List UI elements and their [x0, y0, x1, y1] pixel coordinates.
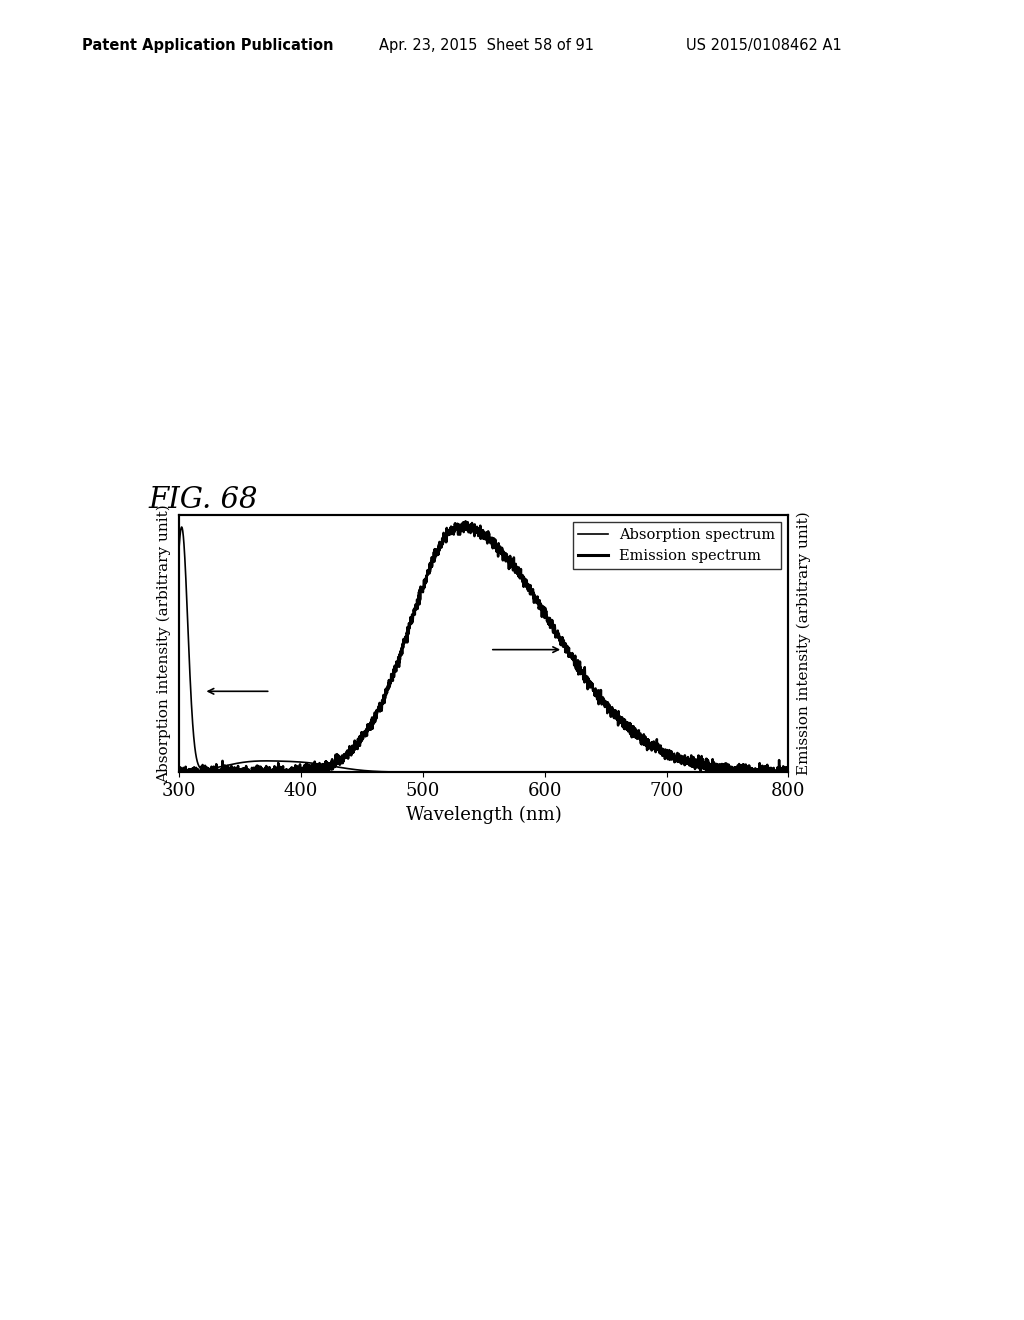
Text: US 2015/0108462 A1: US 2015/0108462 A1 — [686, 38, 842, 53]
Text: Apr. 23, 2015  Sheet 58 of 91: Apr. 23, 2015 Sheet 58 of 91 — [379, 38, 594, 53]
Legend: Absorption spectrum, Emission spectrum: Absorption spectrum, Emission spectrum — [572, 523, 781, 569]
X-axis label: Wavelength (nm): Wavelength (nm) — [406, 805, 562, 824]
Y-axis label: Absorption intensity (arbitrary unit): Absorption intensity (arbitrary unit) — [157, 504, 171, 783]
Text: Patent Application Publication: Patent Application Publication — [82, 38, 334, 53]
Y-axis label: Emission intensity (arbitrary unit): Emission intensity (arbitrary unit) — [797, 512, 811, 775]
Text: FIG. 68: FIG. 68 — [148, 486, 258, 515]
